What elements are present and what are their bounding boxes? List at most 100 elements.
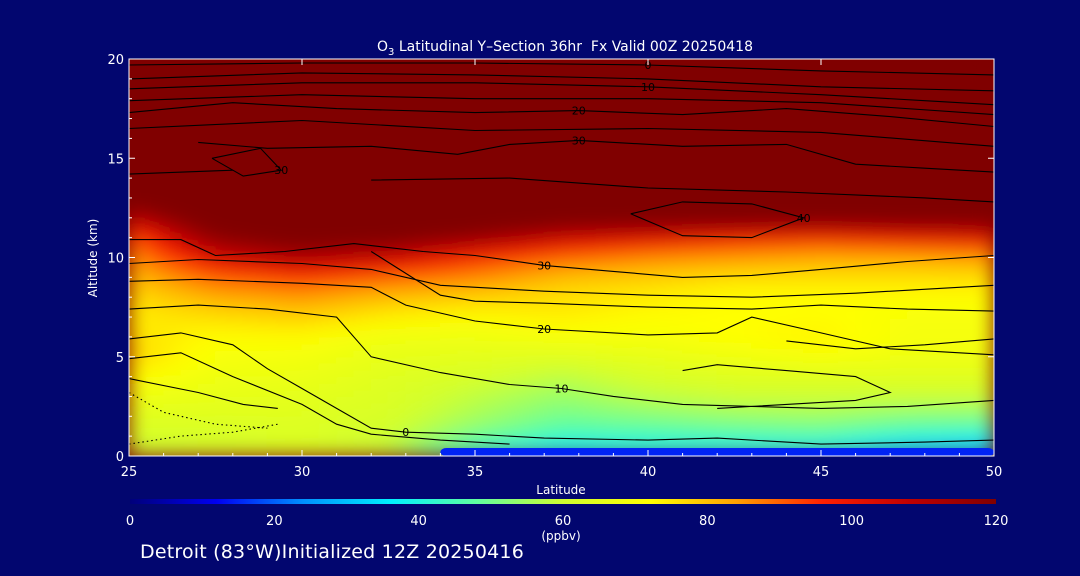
field-cell xyxy=(837,369,857,378)
field-cell xyxy=(855,131,874,139)
field-cell xyxy=(612,157,632,166)
field-cell xyxy=(370,131,389,139)
field-cell xyxy=(422,177,441,186)
field-cell xyxy=(353,157,372,166)
field-cell xyxy=(924,210,943,219)
field-cell xyxy=(664,442,684,450)
field-cell xyxy=(353,290,372,298)
field-cell xyxy=(768,237,787,245)
field-cell xyxy=(734,157,753,166)
field-cell xyxy=(630,349,649,358)
field-cell xyxy=(439,250,459,258)
field-cell xyxy=(561,422,580,431)
field-cell xyxy=(803,296,822,305)
field-cell xyxy=(803,157,822,166)
field-cell xyxy=(768,230,787,239)
field-cell xyxy=(388,151,407,159)
field-cell xyxy=(855,104,874,113)
field-cell xyxy=(284,104,303,113)
field-cell xyxy=(163,435,182,444)
field-cell xyxy=(266,303,286,311)
field-cell xyxy=(457,204,476,212)
field-cell xyxy=(145,250,165,258)
field-cell xyxy=(318,98,338,106)
field-cell xyxy=(578,111,597,120)
field-cell xyxy=(630,84,649,93)
field-cell xyxy=(318,409,338,417)
field-cell xyxy=(457,402,476,411)
field-cell xyxy=(612,409,632,417)
field-cell xyxy=(837,111,857,120)
field-cell xyxy=(820,204,839,212)
field-cell xyxy=(526,356,545,364)
field-cell xyxy=(422,382,441,391)
field-cell xyxy=(751,409,770,417)
field-cell xyxy=(474,230,493,239)
field-cell xyxy=(855,376,874,384)
field-cell xyxy=(630,329,649,338)
field-cell xyxy=(630,323,649,331)
field-cell xyxy=(422,296,441,305)
field-cell xyxy=(129,316,147,325)
field-cell xyxy=(129,290,147,298)
field-cell xyxy=(163,170,182,179)
field-cell xyxy=(647,223,666,232)
field-cell xyxy=(405,177,424,186)
field-cell xyxy=(976,415,994,424)
field-cell xyxy=(612,343,632,351)
field-cell xyxy=(145,98,165,106)
field-cell xyxy=(197,369,216,378)
field-cell xyxy=(422,84,441,93)
field-cell xyxy=(353,124,372,133)
field-cell xyxy=(803,250,822,258)
field-cell xyxy=(474,336,493,345)
contour-label: 40 xyxy=(797,212,811,225)
field-cell xyxy=(837,104,857,113)
field-cell xyxy=(370,104,389,113)
field-cell xyxy=(266,59,286,67)
field-cell xyxy=(612,309,632,318)
field-cell xyxy=(318,429,338,437)
field-cell xyxy=(941,442,960,450)
field-cell xyxy=(405,276,424,285)
field-cell xyxy=(405,323,424,331)
field-cell xyxy=(180,104,199,113)
field-cell xyxy=(474,197,493,206)
field-cell xyxy=(855,210,874,219)
field-cell xyxy=(388,448,407,456)
field-cell xyxy=(353,131,372,139)
field-cell xyxy=(716,415,735,424)
field-cell xyxy=(232,124,251,133)
field-cell xyxy=(612,210,632,219)
field-cell xyxy=(405,223,424,232)
field-cell xyxy=(301,184,320,192)
field-cell xyxy=(509,323,528,331)
field-cell xyxy=(526,283,545,292)
field-cell xyxy=(612,151,632,159)
field-cell xyxy=(785,164,805,172)
field-cell xyxy=(145,137,165,146)
footer-initialized-label: Detroit (83°W)Initialized 12Z 20250416 xyxy=(140,541,525,563)
contour-line xyxy=(129,352,510,445)
field-cell xyxy=(353,204,372,212)
field-cell xyxy=(664,296,684,305)
field-cell xyxy=(837,204,857,212)
field-cell xyxy=(716,257,735,265)
field-cell xyxy=(370,382,389,391)
field-cell xyxy=(249,435,268,444)
field-cell xyxy=(785,243,805,252)
field-cell xyxy=(491,124,511,133)
field-cell xyxy=(924,197,943,206)
field-cell xyxy=(491,177,511,186)
field-cell xyxy=(439,409,459,417)
field-cell xyxy=(734,223,753,232)
field-cell xyxy=(803,204,822,212)
field-cell xyxy=(682,382,701,391)
field-cell xyxy=(457,190,476,199)
field-cell xyxy=(785,204,805,212)
field-cell xyxy=(370,356,389,364)
field-cell xyxy=(526,309,545,318)
field-cell xyxy=(284,137,303,146)
field-cell xyxy=(197,389,216,397)
field-cell xyxy=(855,316,874,325)
